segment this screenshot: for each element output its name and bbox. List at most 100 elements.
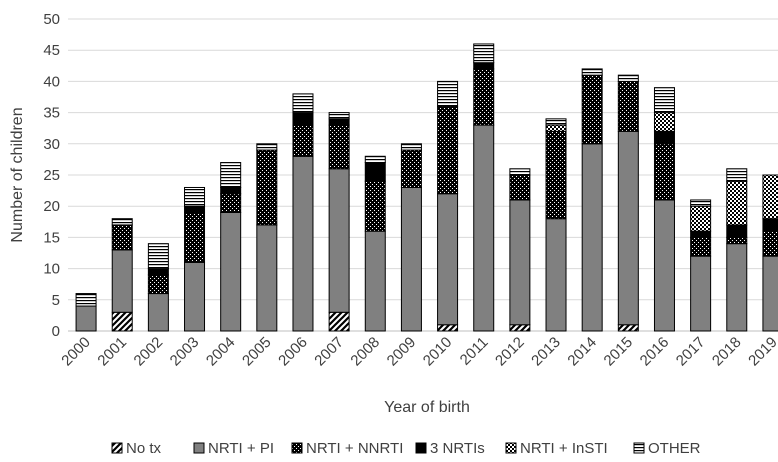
- bar-segment: [617, 324, 639, 332]
- bar-segment: [581, 74, 603, 145]
- bar-segment: [509, 199, 531, 326]
- bar-segment: [762, 255, 778, 332]
- bar-segment: [75, 293, 97, 307]
- bar-segment: [292, 112, 314, 126]
- x-tick-label: 2013: [528, 334, 564, 370]
- y-tick-label: 40: [43, 73, 60, 90]
- bar-segment: [473, 62, 495, 70]
- bar-segment: [328, 311, 350, 332]
- bars: [75, 43, 778, 332]
- bar-segment: [147, 274, 169, 295]
- bar-segment: [653, 87, 675, 114]
- legend-swatch: [193, 442, 205, 454]
- x-tick-label: 2009: [384, 334, 420, 370]
- x-tick-label: 2008: [347, 334, 383, 370]
- bar-segment: [545, 218, 567, 332]
- x-tick-label: 2007: [311, 334, 347, 370]
- bar-segment: [653, 130, 675, 145]
- bar-segment: [184, 261, 206, 332]
- bar-segment: [328, 168, 350, 313]
- legend-label: NRTI + NNRTI: [306, 440, 403, 457]
- x-tick-label: 2002: [131, 334, 167, 370]
- bar-segment: [545, 130, 567, 220]
- legend-label: NRTI + PI: [208, 440, 274, 457]
- bar-segment: [726, 224, 748, 238]
- bar-segment: [75, 305, 97, 332]
- bar-segment: [762, 174, 778, 220]
- legend-swatch: [291, 442, 303, 454]
- bar-segment: [617, 130, 639, 326]
- legend-label: NRTI + InSTI: [520, 440, 608, 457]
- x-tick-label: 2014: [564, 334, 600, 370]
- x-tick-label: 2005: [239, 334, 275, 370]
- bar-segment: [147, 293, 169, 332]
- bar-segment: [364, 155, 386, 164]
- bar-segment: [400, 143, 422, 151]
- bar-segment: [400, 149, 422, 188]
- y-tick-label: 45: [43, 42, 60, 59]
- bar-segment: [473, 124, 495, 332]
- bar-segment: [220, 193, 242, 213]
- legend-swatch: [633, 442, 645, 454]
- bar-segment: [762, 218, 778, 232]
- bar-segment: [400, 186, 422, 332]
- bar-segment: [328, 124, 350, 170]
- y-axis-title: Number of children: [9, 107, 26, 242]
- bar-segment: [111, 249, 133, 313]
- bar-segment: [111, 311, 133, 332]
- x-axis-title: Year of birth: [384, 399, 470, 416]
- bar-segment: [292, 93, 314, 114]
- legend-swatch: [111, 442, 123, 454]
- bar-segment: [256, 143, 278, 151]
- bar-segment: [545, 124, 567, 132]
- bar-segment: [690, 230, 712, 238]
- x-tick-label: 2018: [709, 334, 745, 370]
- y-axis-ticks: 0 5 10 15 20 25 30 35 40 45 50: [43, 11, 60, 340]
- x-tick-label: 2001: [94, 334, 130, 370]
- legend-swatch: [505, 442, 517, 454]
- bar-segment: [147, 268, 169, 276]
- bar-segment: [437, 105, 459, 195]
- y-tick-label: 5: [52, 292, 60, 309]
- y-tick-label: 15: [43, 229, 60, 246]
- x-tick-label: 2003: [167, 334, 203, 370]
- bar-segment: [509, 168, 531, 176]
- bar-segment: [726, 168, 748, 182]
- y-tick-label: 20: [43, 198, 60, 215]
- bar-segment: [617, 74, 639, 82]
- bar-segment: [256, 149, 278, 226]
- bar-segment: [690, 236, 712, 257]
- bar-segment: [292, 124, 314, 157]
- bar-segment: [473, 43, 495, 64]
- bar-segment: [364, 230, 386, 332]
- bar-segment: [726, 180, 748, 226]
- bar-segment: [726, 243, 748, 332]
- x-tick-label: 2011: [457, 334, 492, 369]
- bar-segment: [328, 112, 350, 120]
- bar-segment: [617, 80, 639, 132]
- bar-segment: [437, 324, 459, 332]
- bar-segment: [473, 68, 495, 126]
- bar-segment: [690, 205, 712, 232]
- bar-segment: [220, 162, 242, 188]
- bar-segment: [111, 224, 133, 251]
- bar-segment: [364, 162, 386, 182]
- x-tick-label: 2010: [420, 334, 456, 370]
- bar-segment: [220, 186, 242, 195]
- legend-label: 3 NRTIs: [430, 440, 485, 457]
- y-tick-label: 25: [43, 167, 60, 184]
- bar-segment: [292, 155, 314, 332]
- bar-segment: [437, 80, 459, 107]
- bar-segment: [147, 243, 169, 270]
- bar-segment: [545, 118, 567, 126]
- legend-swatch: [415, 442, 427, 454]
- x-tick-label: 2004: [203, 334, 239, 370]
- bar-segment: [581, 143, 603, 332]
- bar-segment: [184, 205, 206, 213]
- bar-segment: [184, 186, 206, 207]
- bar-segment: [690, 199, 712, 207]
- y-tick-label: 50: [43, 11, 60, 28]
- x-tick-label: 2017: [673, 334, 709, 370]
- bar-segment: [437, 193, 459, 326]
